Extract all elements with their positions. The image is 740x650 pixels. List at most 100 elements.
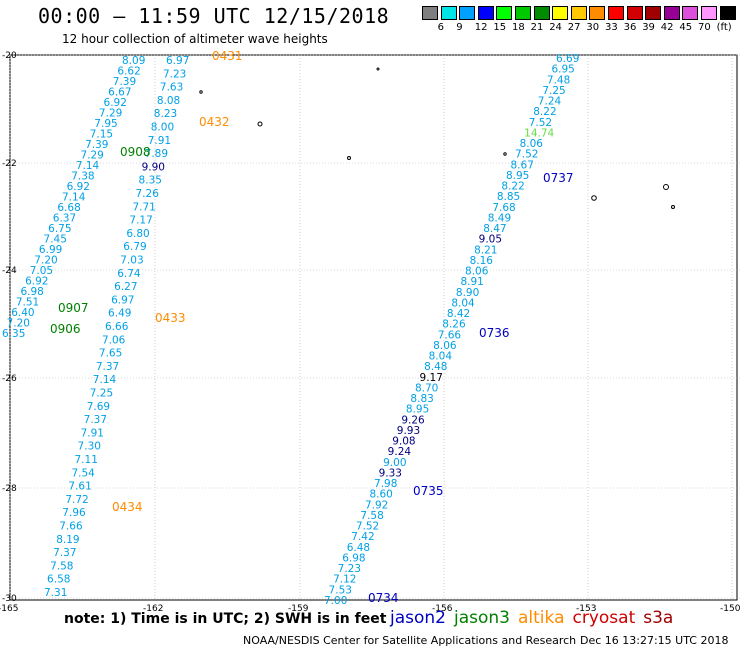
swh-value: 7.30	[78, 441, 101, 453]
swh-value: 6.98	[342, 552, 365, 564]
swh-value: 8.22	[533, 106, 556, 118]
scale-label: 33	[605, 22, 618, 33]
swh-value: 7.52	[356, 521, 379, 533]
swh-value: 7.31	[44, 587, 67, 599]
swh-value: 7.37	[53, 547, 76, 559]
scale-label: 18	[512, 22, 525, 33]
swh-value: 8.22	[501, 181, 524, 193]
swh-value: 6.35	[2, 328, 25, 340]
island-marker	[199, 90, 203, 94]
swh-value: 9.05	[479, 234, 502, 246]
swh-value: 7.25	[542, 85, 565, 97]
island-marker	[503, 152, 507, 156]
swh-value: 8.67	[511, 159, 534, 171]
swh-value: 7.71	[132, 201, 155, 213]
swh-value: 6.66	[105, 321, 129, 333]
swh-value: 8.95	[506, 170, 529, 182]
scale-swatch	[608, 6, 624, 20]
swh-value: 8.00	[151, 122, 174, 134]
island-marker	[591, 195, 597, 201]
swh-value: 6.79	[123, 241, 146, 253]
swh-value: 7.54	[71, 467, 95, 479]
pass-time-label: 0908	[120, 145, 151, 159]
swh-value: 8.21	[474, 244, 497, 256]
swh-value: 7.17	[129, 215, 152, 227]
map-subtitle: 12 hour collection of altimeter wave hei…	[62, 32, 328, 46]
scale-swatch	[589, 6, 606, 20]
swh-value: 7.72	[65, 494, 88, 506]
scale-label: (ft)	[716, 22, 732, 33]
scale-label: 36	[623, 22, 637, 33]
swh-value: 7.05	[30, 265, 53, 277]
pass-time-label: 0735	[413, 484, 444, 498]
lon-tick-label: -156	[432, 604, 453, 614]
swh-value: 8.08	[157, 95, 180, 107]
lat-tick-label: -30	[2, 594, 17, 604]
lon-tick-label: -165	[0, 604, 18, 614]
scale-label: 42	[660, 22, 674, 33]
swh-value: 8.09	[122, 55, 145, 67]
swh-value: 6.98	[20, 286, 43, 298]
scale-swatch	[570, 6, 587, 20]
scale-swatch	[496, 6, 513, 20]
swh-value: 7.45	[44, 234, 67, 246]
swh-value: 7.23	[338, 563, 361, 575]
pass-time-label: 0906	[50, 322, 81, 336]
swh-value: 7.58	[360, 510, 383, 522]
swh-value: 7.52	[515, 149, 538, 161]
pass-time-label: 0431	[212, 49, 243, 63]
scale-swatch	[719, 6, 736, 20]
swh-value: 8.06	[465, 266, 489, 278]
swh-value: 8.70	[415, 382, 438, 394]
pass-time-label: 0737	[543, 171, 574, 185]
scale-label: 70	[698, 22, 711, 33]
swh-value: 8.85	[497, 191, 520, 203]
swh-value: 7.61	[68, 481, 91, 493]
swh-value: 8.06	[520, 138, 544, 150]
swh-value: 7.38	[71, 171, 94, 183]
swh-value: 8.06	[433, 340, 457, 352]
swh-value: 7.96	[62, 507, 86, 519]
swh-value: 8.04	[451, 297, 475, 309]
swh-value: 8.95	[406, 404, 429, 416]
pass-time-label: 0734	[368, 591, 399, 605]
swh-value: 7.24	[538, 96, 562, 108]
swh-value: 6.68	[57, 202, 80, 214]
scale-label: 45	[679, 22, 693, 33]
scale-swatch	[552, 6, 569, 20]
swh-value: 8.42	[447, 308, 470, 320]
swh-value: 6.92	[104, 97, 127, 109]
swh-value: 7.98	[374, 478, 397, 490]
swh-value: 6.58	[47, 574, 70, 586]
swh-value: 6.92	[67, 181, 90, 193]
pass-time-label: 0434	[112, 500, 143, 514]
swh-value: 7.00	[324, 595, 347, 607]
pass-time-label: 0907	[58, 301, 89, 315]
swh-value: 6.27	[114, 281, 137, 293]
swh-value: 7.29	[99, 108, 122, 120]
swh-value: 9.90	[142, 161, 165, 173]
pass-time-label: 0736	[479, 326, 510, 340]
scale-swatch	[515, 6, 531, 20]
swh-value: 7.23	[163, 68, 186, 80]
scale-label: 30	[586, 22, 600, 33]
swh-value: 7.68	[492, 202, 515, 214]
swh-value: 7.65	[99, 348, 122, 360]
swh-value: 7.69	[87, 401, 110, 413]
lon-tick-label: -153	[576, 604, 596, 614]
map-grid: -20 -22 -24 -26 -28 -30-165 -162 -159 -156 -153 -1…	[0, 51, 740, 614]
swh-value: 6.37	[53, 213, 76, 225]
scale-label: 24	[549, 22, 562, 33]
swh-value: 6.92	[25, 276, 48, 288]
swh-value: 8.16	[470, 255, 494, 267]
swh-value: 7.37	[84, 414, 107, 426]
swh-value: 6.80	[126, 228, 149, 240]
satellite-legend-item: altika	[518, 608, 565, 628]
satellite-legend-item: cryosat	[572, 608, 636, 628]
satellite-legend-item: jason3	[454, 608, 510, 628]
swh-value: 9.08	[392, 436, 415, 448]
swh-value: 6.74	[117, 268, 141, 280]
swh-value: 6.69	[556, 53, 579, 65]
swh-value: 7.14	[76, 160, 100, 172]
